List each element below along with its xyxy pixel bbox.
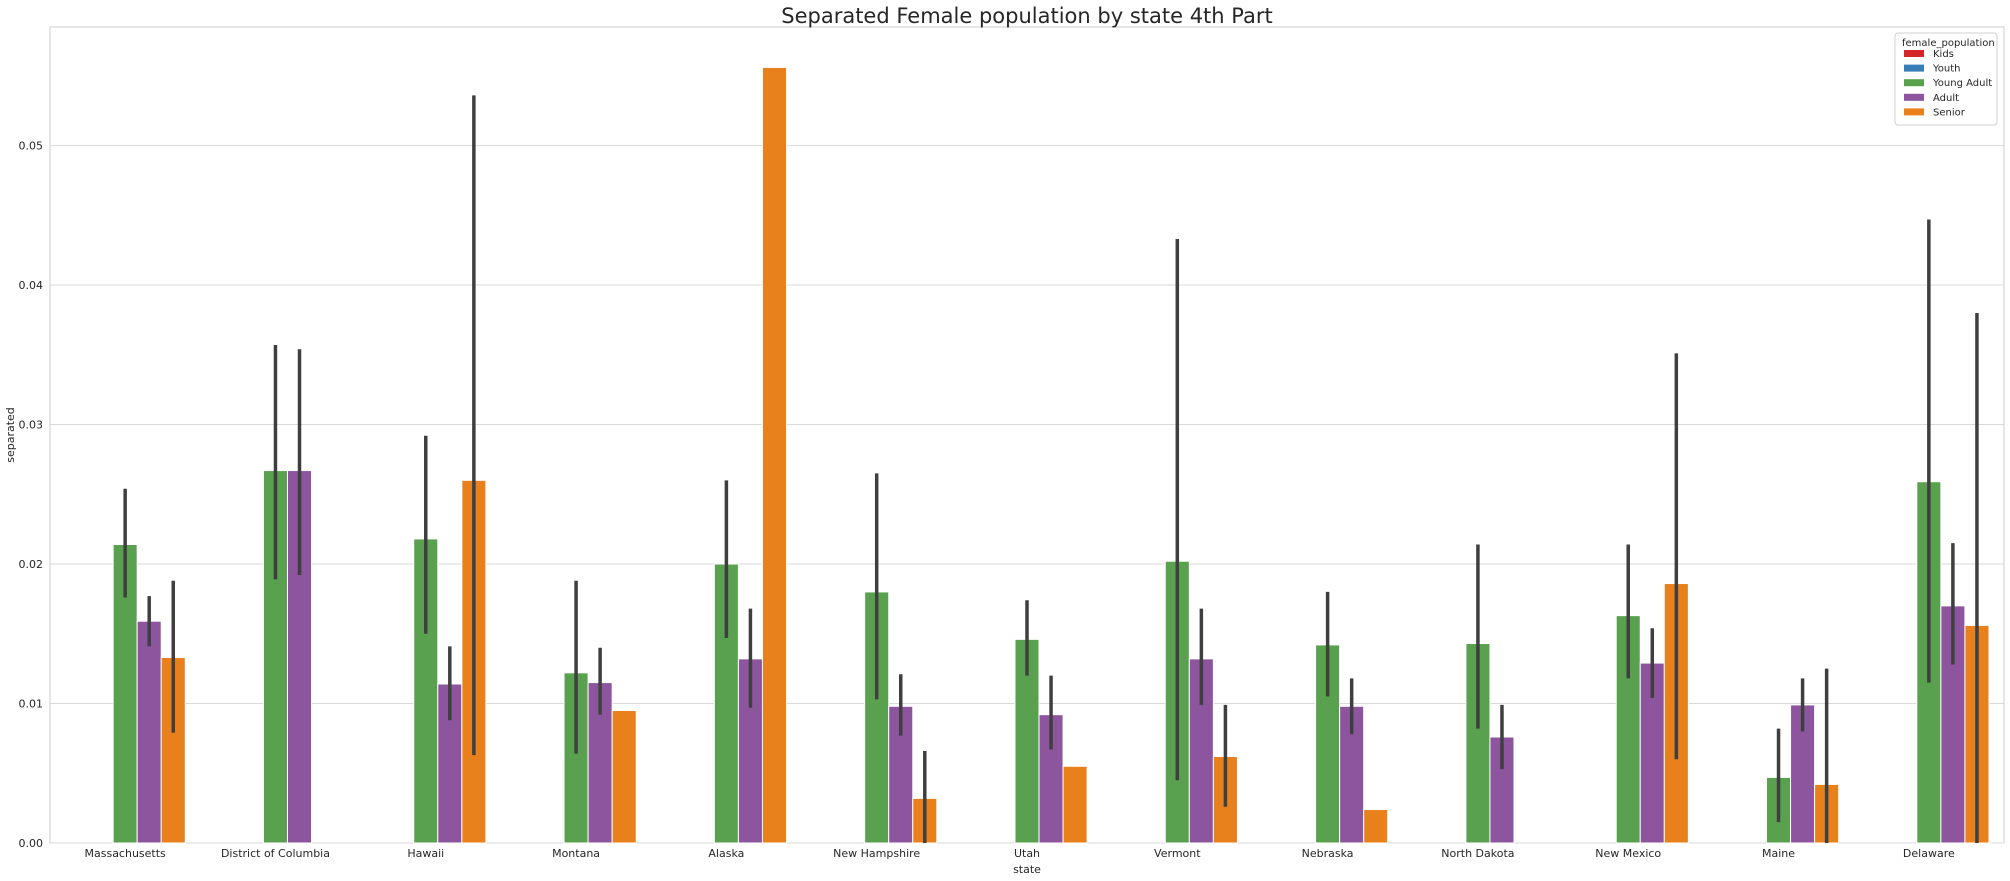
bar-senior <box>761 66 788 844</box>
y-tick-label: 0.04 <box>19 279 44 292</box>
x-tick-label: Delaware <box>1903 847 1955 860</box>
x-tick-label: New Mexico <box>1595 847 1661 860</box>
x-tick-label: Massachusetts <box>85 847 167 860</box>
x-tick-label: Utah <box>1014 847 1040 860</box>
y-tick-label: 0.03 <box>19 419 44 432</box>
legend-label: Youth <box>1932 64 1961 75</box>
x-tick-label: Maine <box>1762 847 1795 860</box>
bar-senior <box>1363 809 1389 844</box>
legend-title: female_population <box>1902 38 1995 49</box>
legend-items: Kids Youth Young Adult Adult Senior <box>1904 49 1992 118</box>
axis-layer: 0.00 0.01 0.02 0.03 0.04 0.05 Massachusetts Dis… <box>19 140 1955 860</box>
legend-label: Senior <box>1933 107 1966 118</box>
x-tick-label: Nebraska <box>1302 847 1354 860</box>
y-tick-label: 0.01 <box>19 698 44 711</box>
chart-title: Separated Female population by state 4th… <box>781 4 1272 28</box>
x-tick-label: North Dakota <box>1441 847 1514 860</box>
x-tick-label: Vermont <box>1154 847 1201 860</box>
bar-senior <box>1062 765 1088 844</box>
legend-swatch-senior <box>1904 108 1924 116</box>
legend-label: Kids <box>1933 49 1954 60</box>
x-tick-label: District of Columbia <box>221 847 330 860</box>
legend-swatch-youth <box>1904 64 1924 72</box>
bar-layer <box>112 66 1990 844</box>
y-tick-label: 0.05 <box>19 140 44 153</box>
y-tick-label: 0.00 <box>19 837 44 850</box>
x-tick-label: Alaska <box>708 847 744 860</box>
errorbar-layer <box>123 95 1979 843</box>
legend-label: Young Adult <box>1932 78 1992 89</box>
legend-swatch-kids <box>1904 50 1924 57</box>
x-tick-label: Hawaii <box>407 847 444 860</box>
x-tick-label: New Hampshire <box>833 847 920 860</box>
bar-senior <box>611 709 637 844</box>
legend-label: Adult <box>1933 93 1959 104</box>
x-tick-label: Montana <box>552 847 600 860</box>
legend-swatch-young-adult <box>1904 79 1924 87</box>
x-axis-label: state <box>1013 863 1041 876</box>
y-axis-label: separated <box>4 407 17 463</box>
y-tick-label: 0.02 <box>19 558 44 571</box>
legend: female_population Kids Youth Young Adult Ad… <box>1894 32 1998 126</box>
legend-swatch-adult <box>1904 93 1924 101</box>
bar-adult <box>136 620 162 844</box>
